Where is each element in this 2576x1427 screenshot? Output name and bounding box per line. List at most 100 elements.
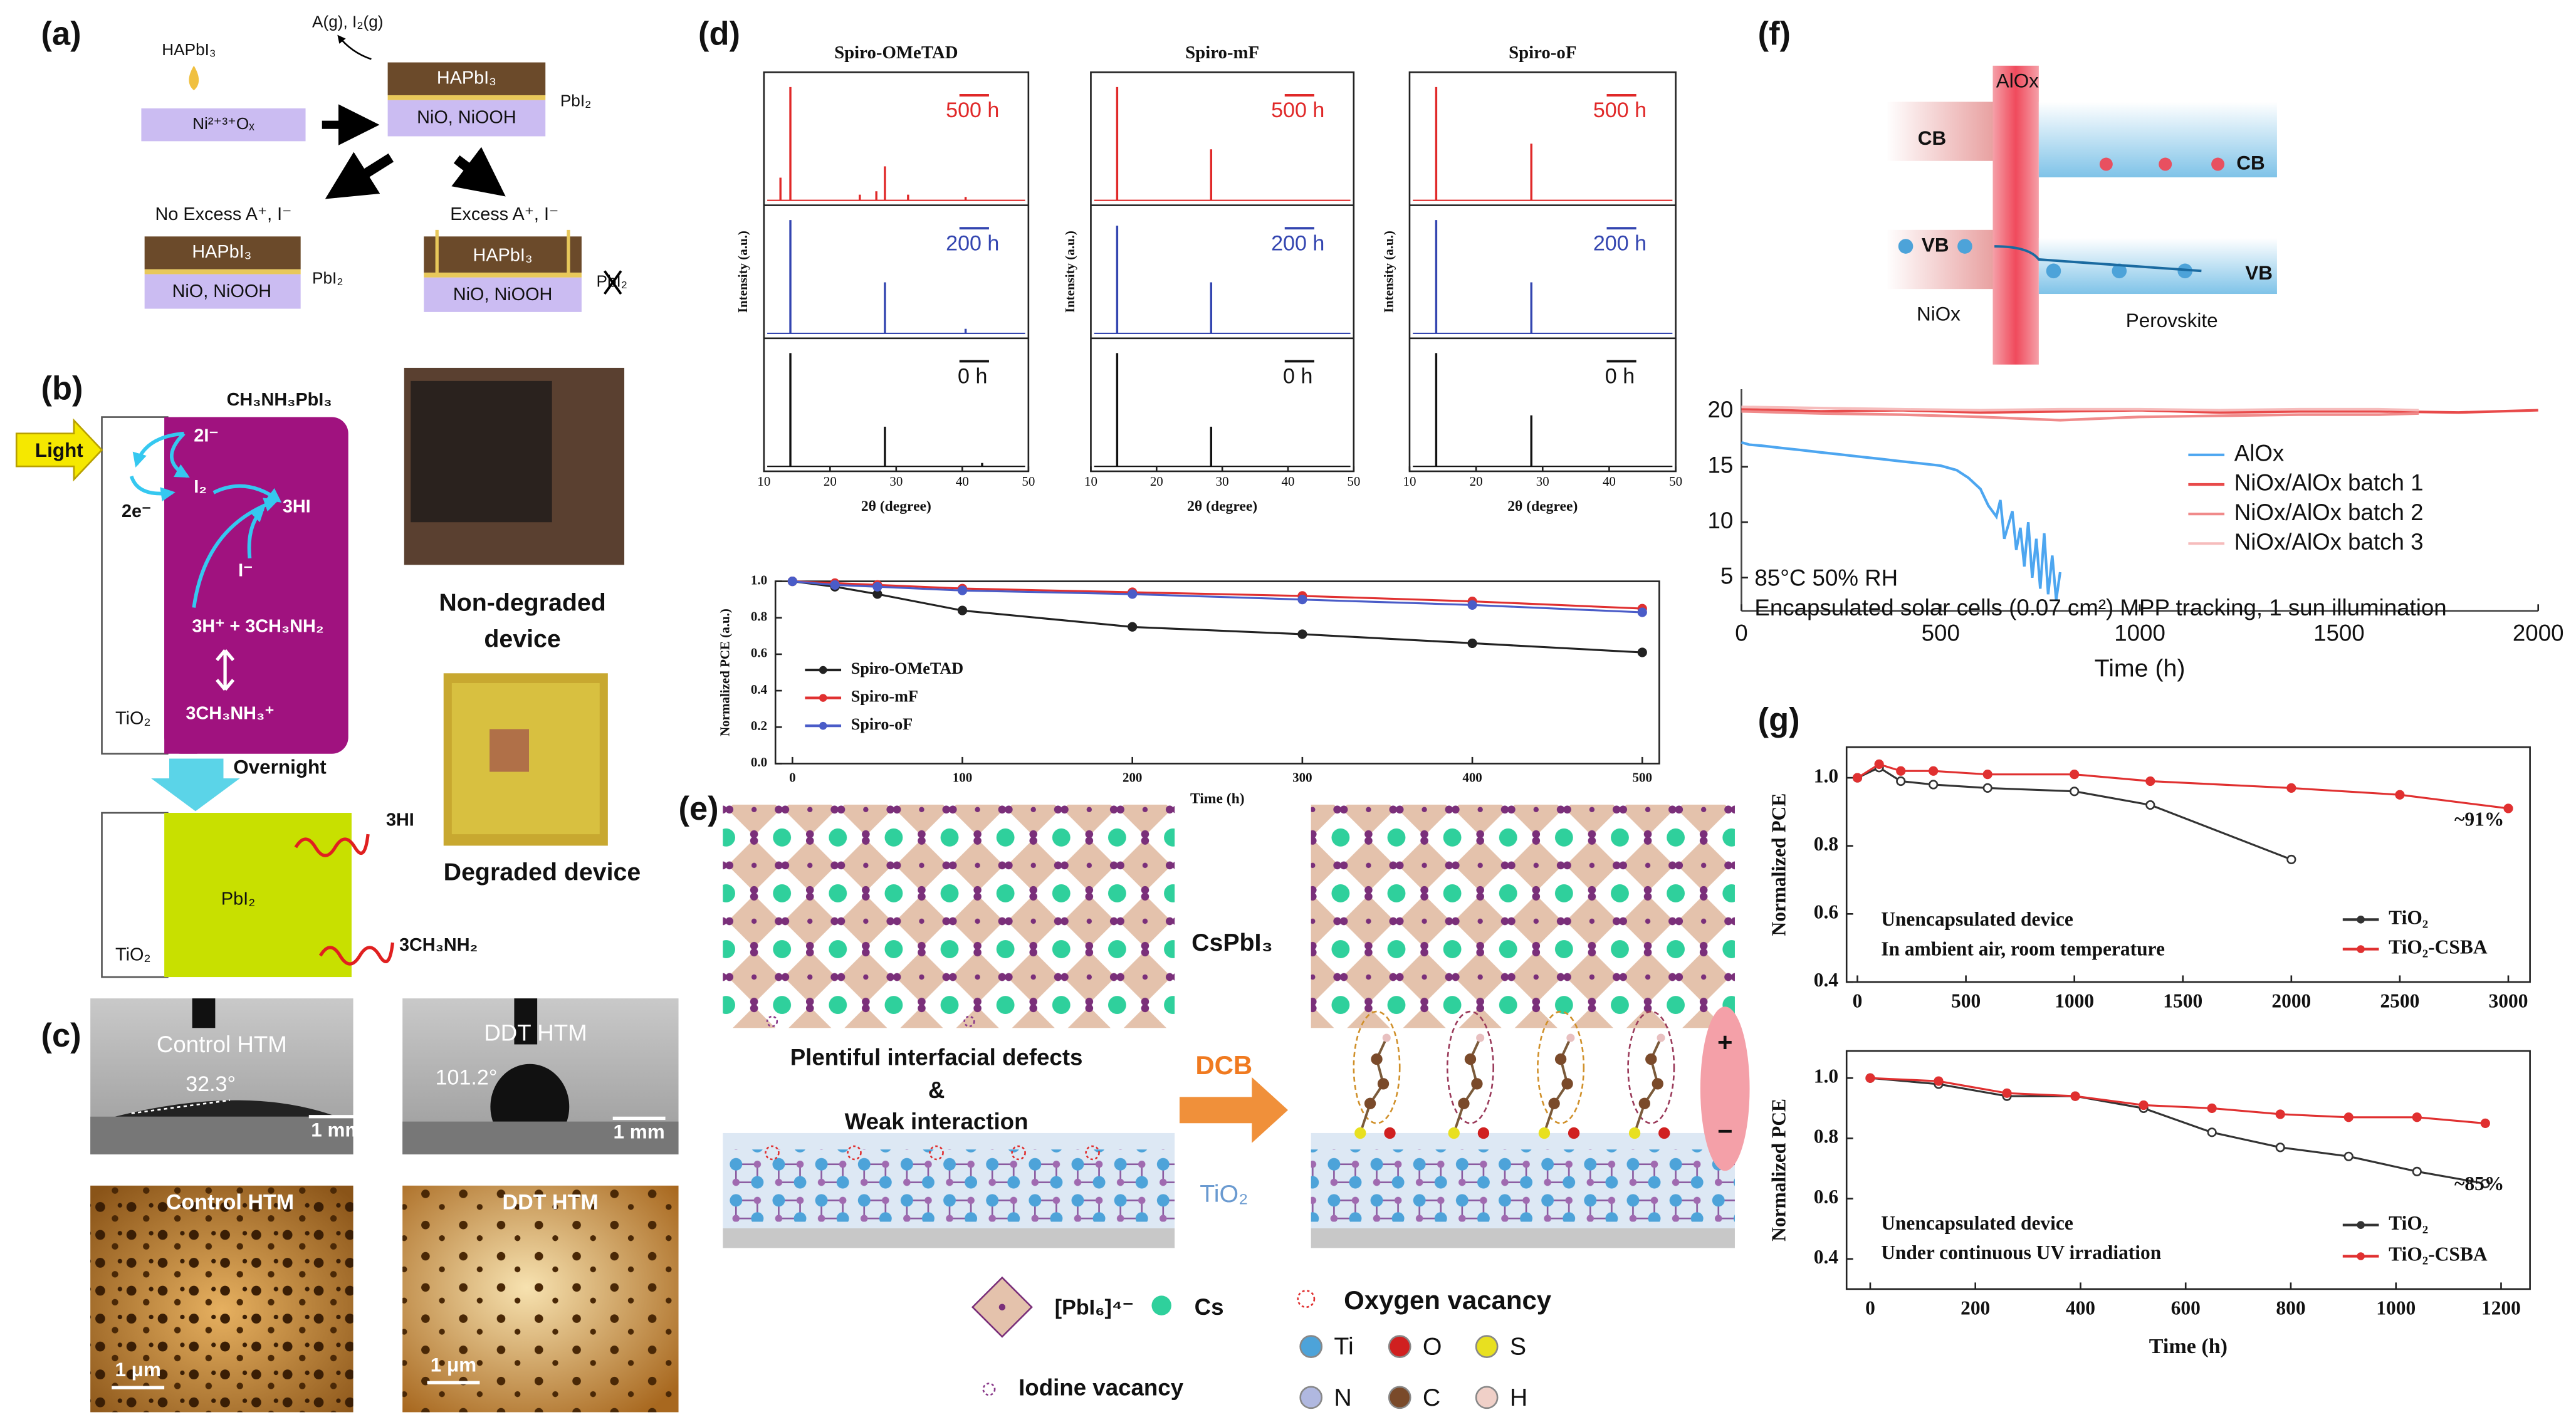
legend-atom xyxy=(1475,1386,1499,1409)
marker xyxy=(1467,600,1477,610)
substrate xyxy=(90,1116,353,1155)
label: TiO₂ xyxy=(1200,1180,1248,1208)
afm-image xyxy=(402,1185,679,1413)
marker xyxy=(2275,1109,2285,1119)
legend-label: 500 h xyxy=(946,98,999,122)
arrow xyxy=(212,484,282,503)
substrate xyxy=(1311,1228,1735,1248)
legend-cs xyxy=(1151,1295,1171,1315)
label: DCB xyxy=(1195,1050,1252,1080)
x-tick-label: 40 xyxy=(1282,474,1295,489)
x-tick-label: 300 xyxy=(1292,770,1312,785)
marker xyxy=(872,582,882,592)
label: Weak interaction xyxy=(845,1109,1029,1134)
legend-label: Spiro-oF xyxy=(851,715,913,733)
label: 3HI xyxy=(283,496,311,516)
interaction-ring xyxy=(1627,1010,1675,1124)
arrow xyxy=(129,475,175,502)
marker xyxy=(2343,1112,2353,1122)
label: NiO, NiOOH xyxy=(453,285,552,305)
x-tick-label: 30 xyxy=(1216,474,1229,489)
marker xyxy=(1982,770,1992,780)
electron xyxy=(2099,157,2113,171)
annotation: ~85% xyxy=(2454,1173,2504,1194)
atom-o xyxy=(1658,1127,1670,1139)
x-tick-label: 100 xyxy=(953,770,972,785)
atom-o xyxy=(1477,1127,1490,1139)
legend-marker xyxy=(2357,916,2365,924)
iodine-vacancy xyxy=(963,1015,975,1027)
series-line xyxy=(792,580,1643,614)
label: − xyxy=(1717,1116,1732,1146)
label: C xyxy=(1423,1384,1440,1411)
y-tick-label: 15 xyxy=(1708,452,1734,478)
legend-atom xyxy=(1299,1335,1323,1358)
label: PbI₂ xyxy=(221,889,255,909)
legend-marker xyxy=(819,666,827,674)
marker xyxy=(2002,1088,2012,1098)
label: A(g), I₂(g) xyxy=(312,13,384,31)
cross xyxy=(603,270,622,295)
annotation: 85°C 50% RH xyxy=(1754,565,1898,591)
panel-label: (e) xyxy=(679,791,719,827)
legend-iodine-vacancy xyxy=(982,1383,996,1396)
atom-c xyxy=(1638,1097,1650,1109)
y-tick-label: 0.6 xyxy=(1814,1186,1838,1208)
x-tick-label: 400 xyxy=(2066,1297,2095,1319)
legend-label: NiOx/AlOx batch 2 xyxy=(2234,499,2424,525)
plot-frame xyxy=(1845,1050,2531,1290)
x-tick-label: 0 xyxy=(1865,1297,1875,1319)
arrow xyxy=(337,34,372,60)
band-vb xyxy=(2038,238,2277,295)
marker xyxy=(2343,1151,2353,1161)
panel-label: (d) xyxy=(698,16,740,52)
x-tick-label: 2000 xyxy=(2271,990,2311,1012)
label: Overnight xyxy=(233,756,327,778)
panel-label: (c) xyxy=(41,1018,81,1054)
legend-label: 200 h xyxy=(1593,231,1647,255)
label: H xyxy=(1510,1384,1527,1411)
label: Light xyxy=(35,439,83,461)
atom-s xyxy=(1448,1127,1460,1139)
marker xyxy=(2275,1142,2285,1153)
legend-atom xyxy=(1388,1335,1411,1358)
needle xyxy=(514,998,538,1045)
marker xyxy=(1865,1073,1875,1083)
needle xyxy=(192,998,216,1028)
legend-marker xyxy=(2357,1221,2365,1229)
marker xyxy=(2480,1118,2490,1128)
droplet xyxy=(189,65,199,91)
label: PbI₂ xyxy=(560,91,591,110)
label: Iodine vacancy xyxy=(1018,1374,1184,1400)
droplet xyxy=(490,1064,570,1122)
atom-h xyxy=(1657,1033,1665,1042)
label: Oxygen vacancy xyxy=(1344,1285,1552,1315)
marker xyxy=(2207,1127,2217,1137)
marker xyxy=(1637,607,1647,617)
marker xyxy=(2070,770,2080,780)
x-tick-label: 1000 xyxy=(2055,990,2094,1012)
equilibrium xyxy=(215,649,235,691)
x-tick-label: 10 xyxy=(1084,474,1097,489)
atom-h xyxy=(1476,1033,1485,1042)
dcb-arrow xyxy=(1180,1077,1288,1143)
y-tick-label: 0.2 xyxy=(751,718,767,733)
pbi2-layer xyxy=(144,269,301,274)
marker xyxy=(2412,1112,2422,1122)
x-tick-label: 1000 xyxy=(2114,620,2165,646)
x-tick-label: 2500 xyxy=(2380,990,2419,1012)
legend-marker xyxy=(2357,945,2365,953)
marker xyxy=(2207,1103,2217,1113)
x-tick-label: 2000 xyxy=(2513,620,2564,646)
atom-c xyxy=(1464,1053,1477,1065)
label: VB xyxy=(2245,262,2273,284)
label: TiO₂ xyxy=(115,708,151,728)
y-tick-label: 0.0 xyxy=(751,755,767,770)
series-line xyxy=(1870,1077,2486,1125)
x-tick-label: 30 xyxy=(1536,474,1549,489)
marker xyxy=(2286,854,2296,865)
electron xyxy=(2159,157,2172,171)
legend-atom xyxy=(1388,1386,1411,1409)
x-tick-label: 400 xyxy=(1462,770,1482,785)
x-axis-title: 2θ (degree) xyxy=(861,498,931,515)
